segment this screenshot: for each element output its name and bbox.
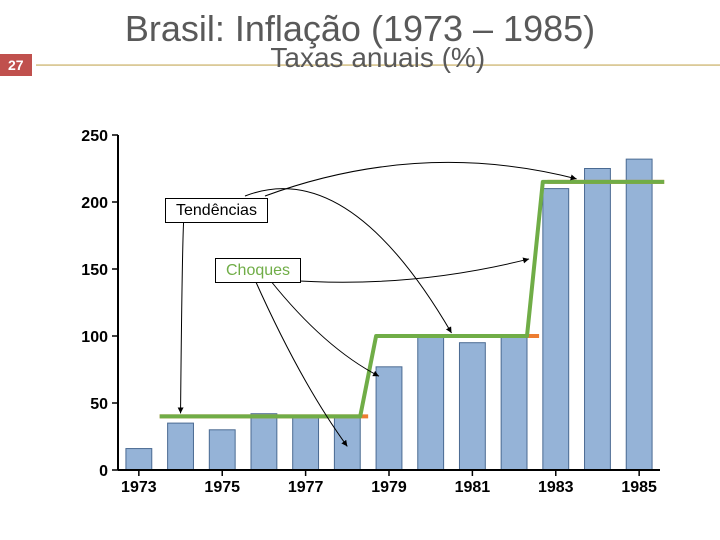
svg-text:50: 50 xyxy=(90,396,108,413)
svg-text:1975: 1975 xyxy=(204,479,240,496)
svg-text:250: 250 xyxy=(81,130,108,145)
inflation-chart: 0 50 100 150 200 250 1973 1975 1977 1979 1981 1983 1… xyxy=(70,130,670,500)
slide-subtitle: Taxas anuais (%) xyxy=(270,42,485,74)
page-number-badge: 27 xyxy=(0,54,32,76)
chart-svg: 0 50 100 150 200 250 1973 1975 1977 1979 1981 1983 1… xyxy=(70,130,670,500)
choques-label: Choques xyxy=(215,258,301,283)
svg-text:200: 200 xyxy=(81,195,108,212)
svg-text:1973: 1973 xyxy=(121,479,157,496)
svg-text:1977: 1977 xyxy=(288,479,324,496)
tendencias-label: Tendências xyxy=(165,198,268,223)
svg-text:1985: 1985 xyxy=(621,479,657,496)
subtitle-bar: Taxas anuais (%) xyxy=(36,64,720,66)
subtitle-row: 27 Taxas anuais (%) xyxy=(0,54,720,76)
svg-text:1979: 1979 xyxy=(371,479,407,496)
svg-text:100: 100 xyxy=(81,329,108,346)
svg-text:1983: 1983 xyxy=(538,479,574,496)
svg-text:0: 0 xyxy=(99,463,108,480)
svg-text:150: 150 xyxy=(81,262,108,279)
svg-text:1981: 1981 xyxy=(455,479,491,496)
